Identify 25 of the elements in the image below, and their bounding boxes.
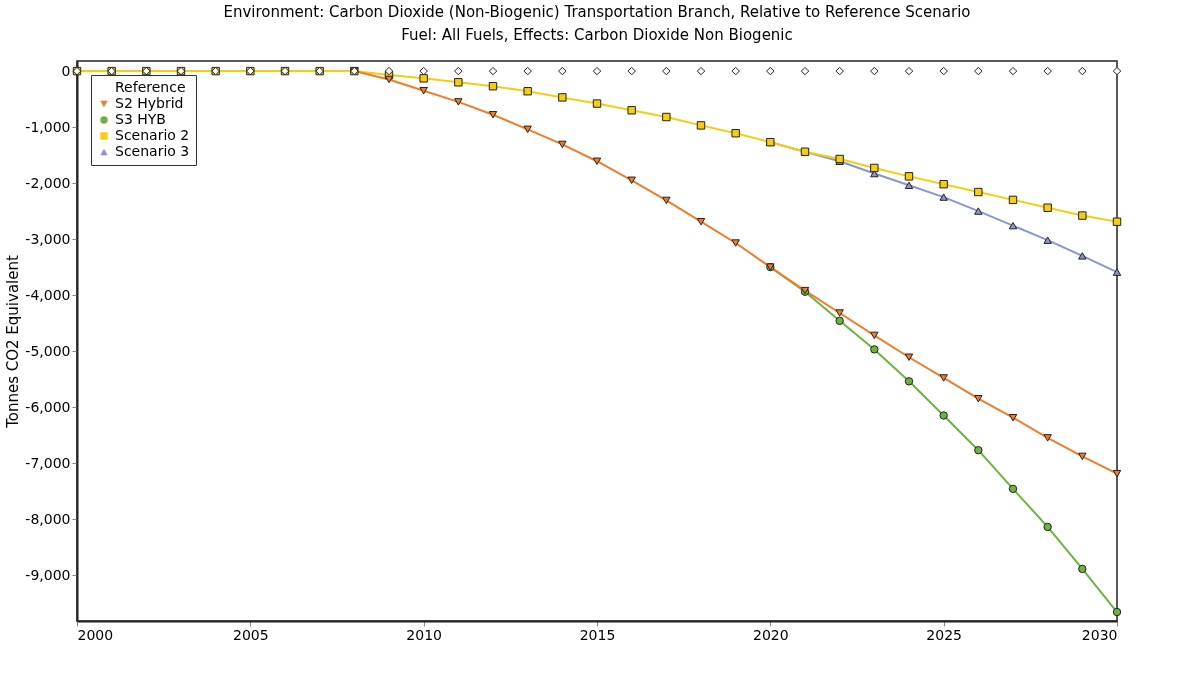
x-tick-label: 2000 (77, 626, 114, 643)
chart-subtitle: Fuel: All Fuels, Effects: Carbon Dioxide Non Biogenic (401, 26, 793, 44)
y-tick-label: -6,000 (25, 398, 71, 415)
x-tick-label: 2025 (926, 626, 962, 643)
y-tick-label: -8,000 (25, 510, 71, 527)
y-tick-label: -3,000 (25, 230, 71, 247)
y-tick-label: -5,000 (25, 342, 71, 359)
y-tick-label: -7,000 (25, 454, 71, 471)
chart-title: Environment: Carbon Dioxide (Non-Biogenic) Transportation Branch, Relative to Reference Scenario (223, 3, 971, 21)
x-tick-label: 2030 (1081, 626, 1118, 643)
series-label: Reference (115, 79, 186, 95)
legend-label: S2 Hybrid (115, 95, 184, 111)
x-tick-label: 2010 (406, 626, 442, 643)
y-axis-title: Tonnes CO2 Equivalent (4, 255, 23, 429)
y-tick-label: -1,000 (25, 118, 71, 135)
legend-label: S3 HYB (115, 111, 166, 127)
legend-label: Scenario 3 (115, 143, 190, 159)
y-tick-label: -9,000 (25, 566, 71, 583)
x-tick-label: 2015 (579, 626, 616, 643)
legend-label: Scenario 2 (115, 127, 190, 143)
x-tick-label: 2005 (233, 626, 269, 643)
y-tick-label: -2,000 (25, 174, 71, 191)
y-tick-label: 0 (61, 62, 71, 79)
x-tick-label: 2020 (753, 626, 789, 643)
y-tick-label: -4,000 (25, 286, 71, 303)
